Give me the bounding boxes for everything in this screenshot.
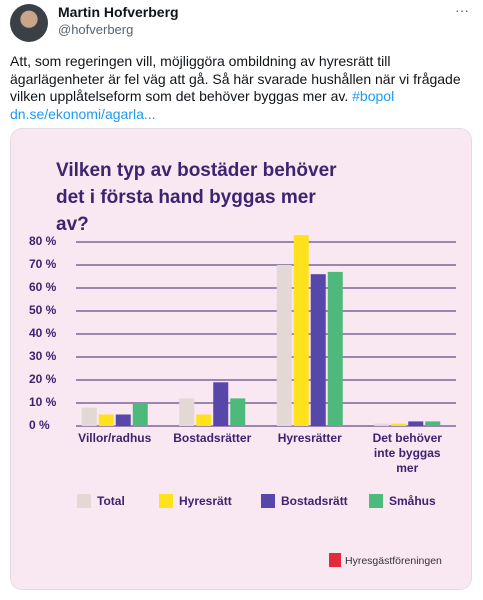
legend-swatch — [369, 494, 383, 508]
legend-label: Hyresrätt — [179, 494, 232, 508]
bar — [230, 398, 246, 426]
legend-swatch — [159, 494, 173, 508]
legend-swatch — [261, 494, 275, 508]
y-tick-label: 0 % — [29, 418, 50, 432]
legend-label: Småhus — [389, 494, 436, 508]
bar — [81, 407, 97, 426]
bar — [179, 398, 195, 426]
bar — [213, 382, 229, 426]
hashtag[interactable]: #bopol — [352, 88, 395, 104]
bar — [196, 414, 212, 426]
bar — [293, 235, 309, 426]
bar — [310, 274, 326, 426]
y-tick-label: 70 % — [29, 257, 57, 271]
y-tick-label: 40 % — [29, 326, 57, 340]
y-tick-label: 60 % — [29, 280, 57, 294]
y-tick-label: 20 % — [29, 372, 57, 386]
bar — [374, 423, 390, 426]
y-tick-label: 10 % — [29, 395, 57, 409]
logo-icon — [329, 553, 341, 567]
bar — [425, 421, 441, 426]
avatar[interactable] — [10, 4, 48, 42]
bar — [115, 414, 131, 426]
y-tick-label: 30 % — [29, 349, 57, 363]
logo-text: Hyresgästföreningen — [345, 555, 442, 567]
y-tick-label: 50 % — [29, 303, 57, 317]
bar — [391, 423, 407, 426]
legend-label: Bostadsrätt — [281, 494, 348, 508]
author-handle[interactable]: @hofverberg — [58, 22, 134, 37]
chart-title: Vilken typ av bostäder behöver det i förs… — [56, 160, 337, 235]
y-tick-label: 80 % — [29, 234, 57, 248]
bar — [276, 265, 292, 426]
legend-swatch — [77, 494, 91, 508]
bar — [408, 421, 424, 426]
tweet-text: Att, som regeringen vill, möjliggöra omb… — [10, 53, 472, 123]
more-button[interactable]: ··· — [455, 2, 469, 18]
bar — [132, 403, 148, 426]
link[interactable]: dn.se/ekonomi/agarla... — [10, 105, 156, 122]
bar — [98, 414, 114, 426]
x-tick-label: Hyresrätter — [278, 431, 342, 445]
legend-label: Total — [97, 494, 125, 508]
author-name[interactable]: Martin Hofverberg — [58, 4, 179, 20]
x-tick-label: Det behöver inte byggas mer — [373, 431, 443, 475]
x-tick-label: Villor/radhus — [78, 431, 151, 445]
card-background — [11, 129, 471, 589]
x-tick-label: Bostadsrätter — [173, 431, 251, 445]
tweet-body: Att, som regeringen vill, möjliggöra omb… — [10, 53, 461, 104]
chart-card[interactable]: Hyresgästföreningen Vilken typ av bostäd… — [10, 128, 472, 590]
bar — [327, 271, 343, 426]
